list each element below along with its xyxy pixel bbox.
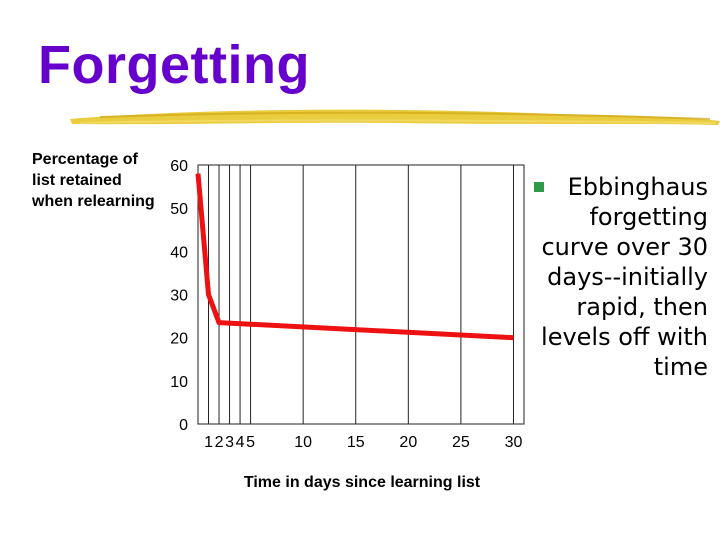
bullet-text: Ebbinghaus forgetting curve over 30 days… <box>541 173 708 381</box>
y-tick-label-40: 40 <box>170 244 188 261</box>
title-underline-brushstroke <box>70 109 720 125</box>
square-bullet-icon <box>534 182 544 192</box>
slide-title: Forgetting <box>38 35 310 95</box>
y-tick-label-20: 20 <box>170 331 188 348</box>
x-tick-label-15: 15 <box>347 434 365 451</box>
x-tick-label-1: 1 <box>204 434 213 451</box>
y-tick-label-10: 10 <box>170 374 188 391</box>
x-tick-label-10: 10 <box>294 434 312 451</box>
x-tick-label-2: 2 <box>215 434 224 451</box>
y-tick-label-50: 50 <box>170 201 188 218</box>
plot-frame <box>197 164 525 425</box>
x-tick-label-3: 3 <box>225 434 234 451</box>
forgetting-curve-line <box>195 173 514 341</box>
x-axis-label: Time in days since learning list <box>243 474 481 491</box>
x-tick-label-25: 25 <box>452 434 470 451</box>
bullet-point: Ebbinghaus forgetting curve over 30 days… <box>530 172 708 382</box>
x-tick-label-20: 20 <box>399 434 417 451</box>
x-tick-label-4: 4 <box>236 434 245 451</box>
y-axis-label: Percentage of list retained when relearn… <box>32 151 155 210</box>
y-tick-label-30: 30 <box>170 288 188 305</box>
x-tick-label-5: 5 <box>246 434 255 451</box>
y-tick-label-0: 0 <box>179 417 188 434</box>
x-tick-label-30: 30 <box>505 434 523 451</box>
y-tick-label-60: 60 <box>170 158 188 175</box>
